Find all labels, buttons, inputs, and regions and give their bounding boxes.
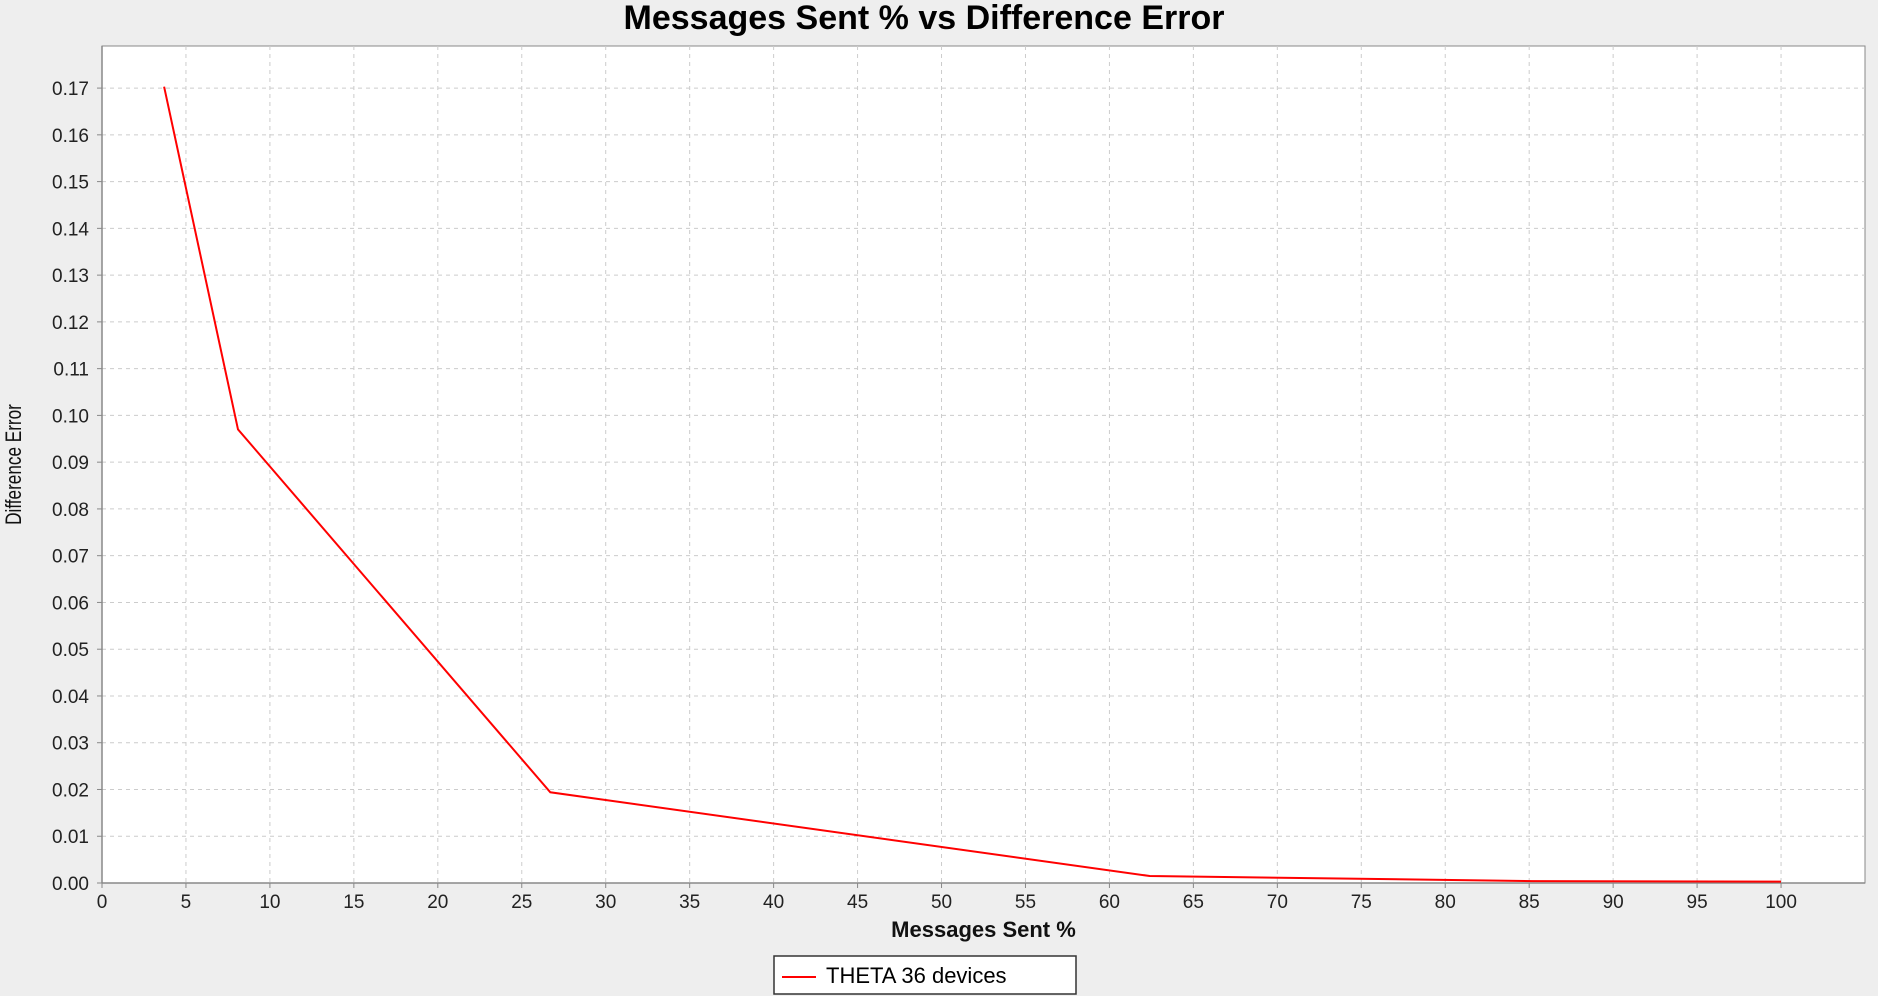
x-tick-label: 60 — [1099, 892, 1120, 913]
x-tick-label: 45 — [847, 892, 868, 913]
y-axis-label: Difference Error — [2, 404, 27, 525]
axes: 0 5 10 15 20 25 30 35 40 45 50 55 60 65 70 75 80 85 90 95 10… — [52, 46, 1865, 913]
series-line — [163, 86, 1782, 883]
y-tick-label: 0.12 — [52, 313, 89, 334]
y-tick-label: 0.00 — [52, 874, 89, 895]
chart-title: Messages Sent % vs Difference Error — [624, 0, 1225, 37]
x-tick-label: 5 — [181, 892, 192, 913]
x-tick-label: 70 — [1267, 892, 1288, 913]
x-tick-label: 95 — [1687, 892, 1708, 913]
y-tick-label: 0.02 — [52, 780, 89, 801]
legend: THETA 36 devices — [773, 955, 1077, 995]
y-tick-label: 0.04 — [52, 687, 89, 708]
legend-box — [773, 955, 1077, 995]
legend-label: THETA 36 devices — [826, 963, 1007, 988]
x-tick-label: 100 — [1765, 892, 1797, 913]
x-tick-label: 35 — [679, 892, 700, 913]
x-tick-label: 10 — [259, 892, 280, 913]
y-tick-label: 0.15 — [52, 173, 89, 194]
y-tick-label: 0.11 — [53, 360, 89, 381]
x-tick-label: 50 — [931, 892, 952, 913]
x-tick-label: 80 — [1435, 892, 1456, 913]
x-tick-label: 85 — [1519, 892, 1540, 913]
x-tick-label: 65 — [1183, 892, 1204, 913]
x-tick-label: 30 — [595, 892, 616, 913]
x-tick-label: 15 — [343, 892, 364, 913]
y-tick-label: 0.03 — [52, 734, 89, 755]
x-axis-label: Messages Sent % — [891, 917, 1076, 942]
y-tick-label: 0.08 — [52, 500, 89, 521]
series-layer — [163, 86, 1782, 883]
x-tick-label: 40 — [763, 892, 784, 913]
y-tick-label: 0.17 — [52, 79, 89, 100]
y-tick-label: 0.07 — [52, 547, 89, 568]
y-tick-label: 0.10 — [52, 406, 89, 427]
plot-area — [101, 45, 1866, 884]
grid — [102, 46, 1865, 883]
y-tick-label: 0.05 — [52, 640, 89, 661]
x-tick-label: 25 — [511, 892, 532, 913]
y-tick-label: 0.14 — [52, 219, 89, 240]
y-tick-label: 0.06 — [52, 593, 89, 614]
x-tick-label: 20 — [427, 892, 448, 913]
y-tick-label: 0.16 — [52, 126, 89, 147]
y-tick-label: 0.13 — [52, 266, 89, 287]
x-tick-label: 75 — [1351, 892, 1372, 913]
x-tick-label: 55 — [1015, 892, 1036, 913]
x-tick-label: 0 — [97, 892, 108, 913]
y-tick-label: 0.01 — [52, 827, 89, 848]
y-tick-label: 0.09 — [52, 453, 89, 474]
x-tick-label: 90 — [1603, 892, 1624, 913]
